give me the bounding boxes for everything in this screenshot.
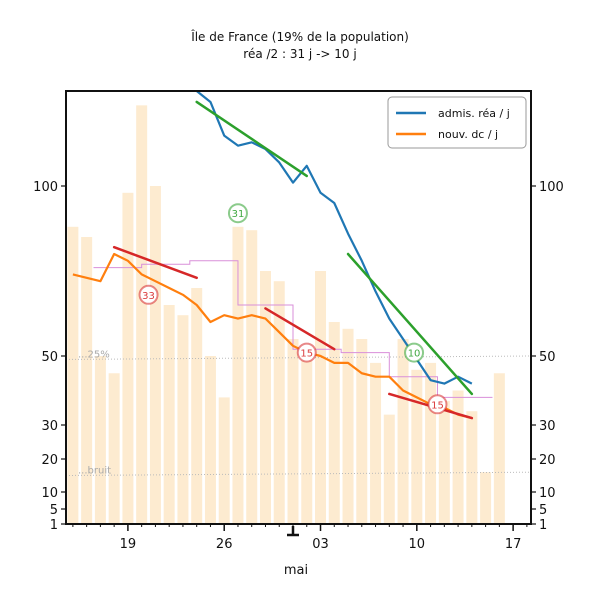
doubling-marker: 15	[296, 342, 317, 363]
reference-line	[65, 355, 532, 360]
bar	[342, 328, 354, 524]
plot-frame	[65, 90, 532, 525]
bar	[259, 271, 271, 524]
series-layer	[72, 90, 473, 420]
doubling-marker: 33	[138, 284, 159, 305]
bar	[191, 288, 203, 524]
bar	[67, 226, 79, 525]
bar	[204, 356, 216, 524]
x-tick-label: 19	[120, 537, 137, 552]
doubling-marker: 15	[427, 394, 448, 415]
reference-line-label: ...25%	[78, 349, 110, 360]
x-tick-label: 03	[312, 537, 329, 552]
bar	[246, 230, 258, 524]
step-line	[93, 260, 493, 398]
bar	[370, 362, 382, 524]
series-line-1	[72, 252, 473, 420]
y-tick-label-right: 50	[539, 350, 556, 365]
step-line-layer	[93, 260, 493, 398]
bar	[425, 362, 437, 524]
bars-layer	[67, 105, 505, 525]
y-tick-label-left: 20	[41, 453, 58, 468]
x-tick-label: 17	[505, 537, 522, 552]
x-tick-label: 10	[409, 537, 426, 552]
reference-lines: ...25% ...bruit	[65, 349, 532, 477]
doubling-marker-circle	[296, 342, 317, 363]
doubling-marker-label: 31	[232, 209, 245, 220]
bar	[452, 390, 464, 524]
bar	[397, 339, 409, 524]
doubling-marker-label: 15	[300, 349, 313, 360]
doubling-marker-label: 33	[142, 291, 155, 302]
fit-line	[112, 245, 198, 280]
y-tick-label-right: 20	[539, 453, 556, 468]
bar	[94, 356, 106, 524]
reference-line-label: ...bruit	[78, 466, 111, 477]
y-tick-label-left: 50	[41, 350, 58, 365]
y-tick-label-right: 30	[539, 419, 556, 434]
chart-subtitle: réa /2 : 31 j -> 10 j	[243, 47, 357, 61]
legend-label-deces: nouv. dc / j	[438, 128, 498, 141]
fit-line	[346, 252, 474, 396]
bar	[218, 397, 230, 524]
chart-title: Île de France (19% de la population)	[191, 30, 409, 44]
bar	[273, 281, 285, 524]
y-tick-label-right: 100	[539, 180, 564, 195]
doubling-marker-circle	[427, 394, 448, 415]
bar	[493, 373, 505, 524]
bar	[438, 400, 450, 524]
bar	[232, 226, 244, 525]
y-tick-label-left: 10	[41, 486, 58, 501]
bar	[163, 305, 175, 524]
bar	[315, 271, 327, 524]
doubling-marker-label: 10	[408, 349, 421, 360]
fit-line	[264, 307, 336, 351]
y-tick-label-left: 30	[41, 419, 58, 434]
legend-label-admis: admis. réa / j	[438, 107, 510, 120]
doubling-marker-circle	[227, 203, 248, 224]
bar	[149, 186, 161, 524]
x-tick-label: 26	[216, 537, 233, 552]
y-tick-label-left: 1	[50, 518, 58, 533]
fit-line	[195, 100, 309, 178]
y-tick-label-right: 10	[539, 486, 556, 501]
bar	[383, 414, 395, 524]
y-tick-label-right: 1	[539, 518, 547, 533]
bar	[411, 369, 423, 524]
doubling-marker-circle	[138, 284, 159, 305]
y-tick-label-left: 100	[33, 180, 58, 195]
bar	[301, 345, 313, 524]
doubling-marker-circle	[404, 342, 425, 363]
bar	[122, 192, 134, 525]
doubling-marker-label: 15	[431, 400, 444, 411]
bar	[177, 315, 189, 524]
doubling-markers: 31 33 15 10 15	[138, 203, 448, 415]
legend: admis. réa / j nouv. dc / j	[387, 96, 527, 149]
bar	[81, 237, 93, 524]
x-axis-label: mai	[284, 563, 308, 578]
bar	[466, 411, 478, 524]
bar	[328, 322, 340, 524]
doubling-marker: 10	[404, 342, 425, 363]
bar	[287, 339, 299, 524]
bar	[136, 105, 148, 524]
y-tick-label-right: 5	[539, 503, 547, 518]
doubling-marker: 31	[227, 203, 248, 224]
series-line-0	[196, 90, 473, 385]
reference-line	[65, 471, 532, 476]
y-tick-label-left: 5	[50, 503, 58, 518]
bar	[356, 339, 368, 524]
bar	[480, 472, 492, 524]
bar	[108, 373, 120, 524]
